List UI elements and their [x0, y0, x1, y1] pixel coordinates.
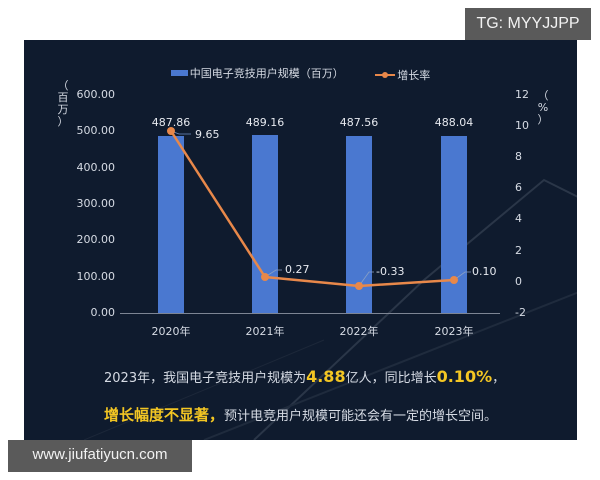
right-tick: 2	[515, 244, 522, 257]
conclusion-highlight: 增长幅度不显著，	[104, 406, 225, 424]
unit-char: （	[57, 79, 69, 92]
unit-char: ）	[57, 115, 69, 128]
left-tick: 300.00	[76, 197, 116, 210]
right-tick: 6	[515, 181, 522, 194]
watermark-tg: TG: MYYJJPP	[465, 8, 591, 40]
summary-line-1: 2023年，我国电子竞技用户规模为4.88亿人，同比增长0.10%，	[104, 367, 505, 386]
unit-char: ）	[537, 113, 549, 126]
bar-value-label: 487.86	[151, 116, 191, 129]
rate-value-label: -0.33	[376, 265, 405, 278]
legend-line-item: 增长率	[375, 67, 430, 83]
unit-char: 百	[57, 91, 69, 104]
unit-char: （	[537, 89, 549, 102]
user-count-highlight: 4.88	[306, 367, 346, 386]
legend-bar-label: 中国电子竞技用户规模（百万）	[189, 67, 344, 80]
summary-text: 预计电竞用户规模可能还会有一定的增长空间。	[224, 409, 498, 424]
right-tick: -2	[515, 306, 526, 319]
growth-highlight: 0.10%	[436, 367, 493, 386]
summary-text: ，	[492, 371, 506, 386]
rate-value-label: 9.65	[195, 128, 220, 141]
right-axis-unit: （ % ）	[537, 90, 549, 126]
summary-text: 2023年，我国电子竞技用户规模为	[104, 371, 307, 386]
x-tick-label: 2022年	[339, 325, 379, 338]
left-tick: 100.00	[76, 270, 116, 283]
bar-2020	[158, 136, 184, 313]
left-tick: 200.00	[76, 233, 116, 246]
growth-rate-line	[167, 127, 471, 290]
unit-char: %	[537, 101, 549, 114]
x-axis-line	[120, 313, 500, 314]
right-tick: 8	[515, 150, 522, 163]
unit-char: 万	[57, 103, 69, 116]
right-tick: 10	[515, 119, 529, 132]
left-tick: 0.00	[90, 306, 116, 319]
bar-value-label: 487.56	[339, 116, 379, 129]
line-swatch-icon	[375, 72, 396, 78]
x-tick-label: 2023年	[434, 325, 474, 338]
bar-value-label: 489.16	[245, 116, 285, 129]
left-axis-unit: （ 百 万 ）	[57, 80, 69, 128]
chart-panel: 中国电子竞技用户规模（百万） 增长率 （ 百 万 ） （ % ） 600.00 …	[24, 40, 577, 440]
left-tick: 600.00	[76, 88, 116, 101]
bar-2021	[252, 135, 278, 313]
summary-line-2: 增长幅度不显著，预计电竞用户规模可能还会有一定的增长空间。	[104, 404, 497, 425]
rate-value-label: 0.27	[285, 263, 310, 276]
x-tick-label: 2020年	[151, 325, 191, 338]
bar-value-label: 488.04	[434, 116, 474, 129]
rate-value-label: 0.10	[472, 265, 497, 278]
summary-text: 亿人，同比增长	[345, 371, 437, 386]
right-tick: 4	[515, 212, 522, 225]
right-tick: 0	[515, 275, 522, 288]
bar-swatch-icon	[170, 70, 188, 76]
background-decoration	[83, 178, 577, 440]
right-tick: 12	[515, 88, 529, 101]
watermark-url: www.jiufatiyucn.com	[8, 440, 192, 472]
legend-line-label: 增长率	[397, 69, 431, 82]
chart-legend: 中国电子竞技用户规模（百万） 增长率	[24, 65, 577, 83]
x-tick-label: 2021年	[245, 325, 285, 338]
legend-bar-item: 中国电子竞技用户规模（百万）	[170, 65, 344, 81]
left-tick: 500.00	[76, 124, 116, 137]
left-tick: 400.00	[76, 161, 116, 174]
